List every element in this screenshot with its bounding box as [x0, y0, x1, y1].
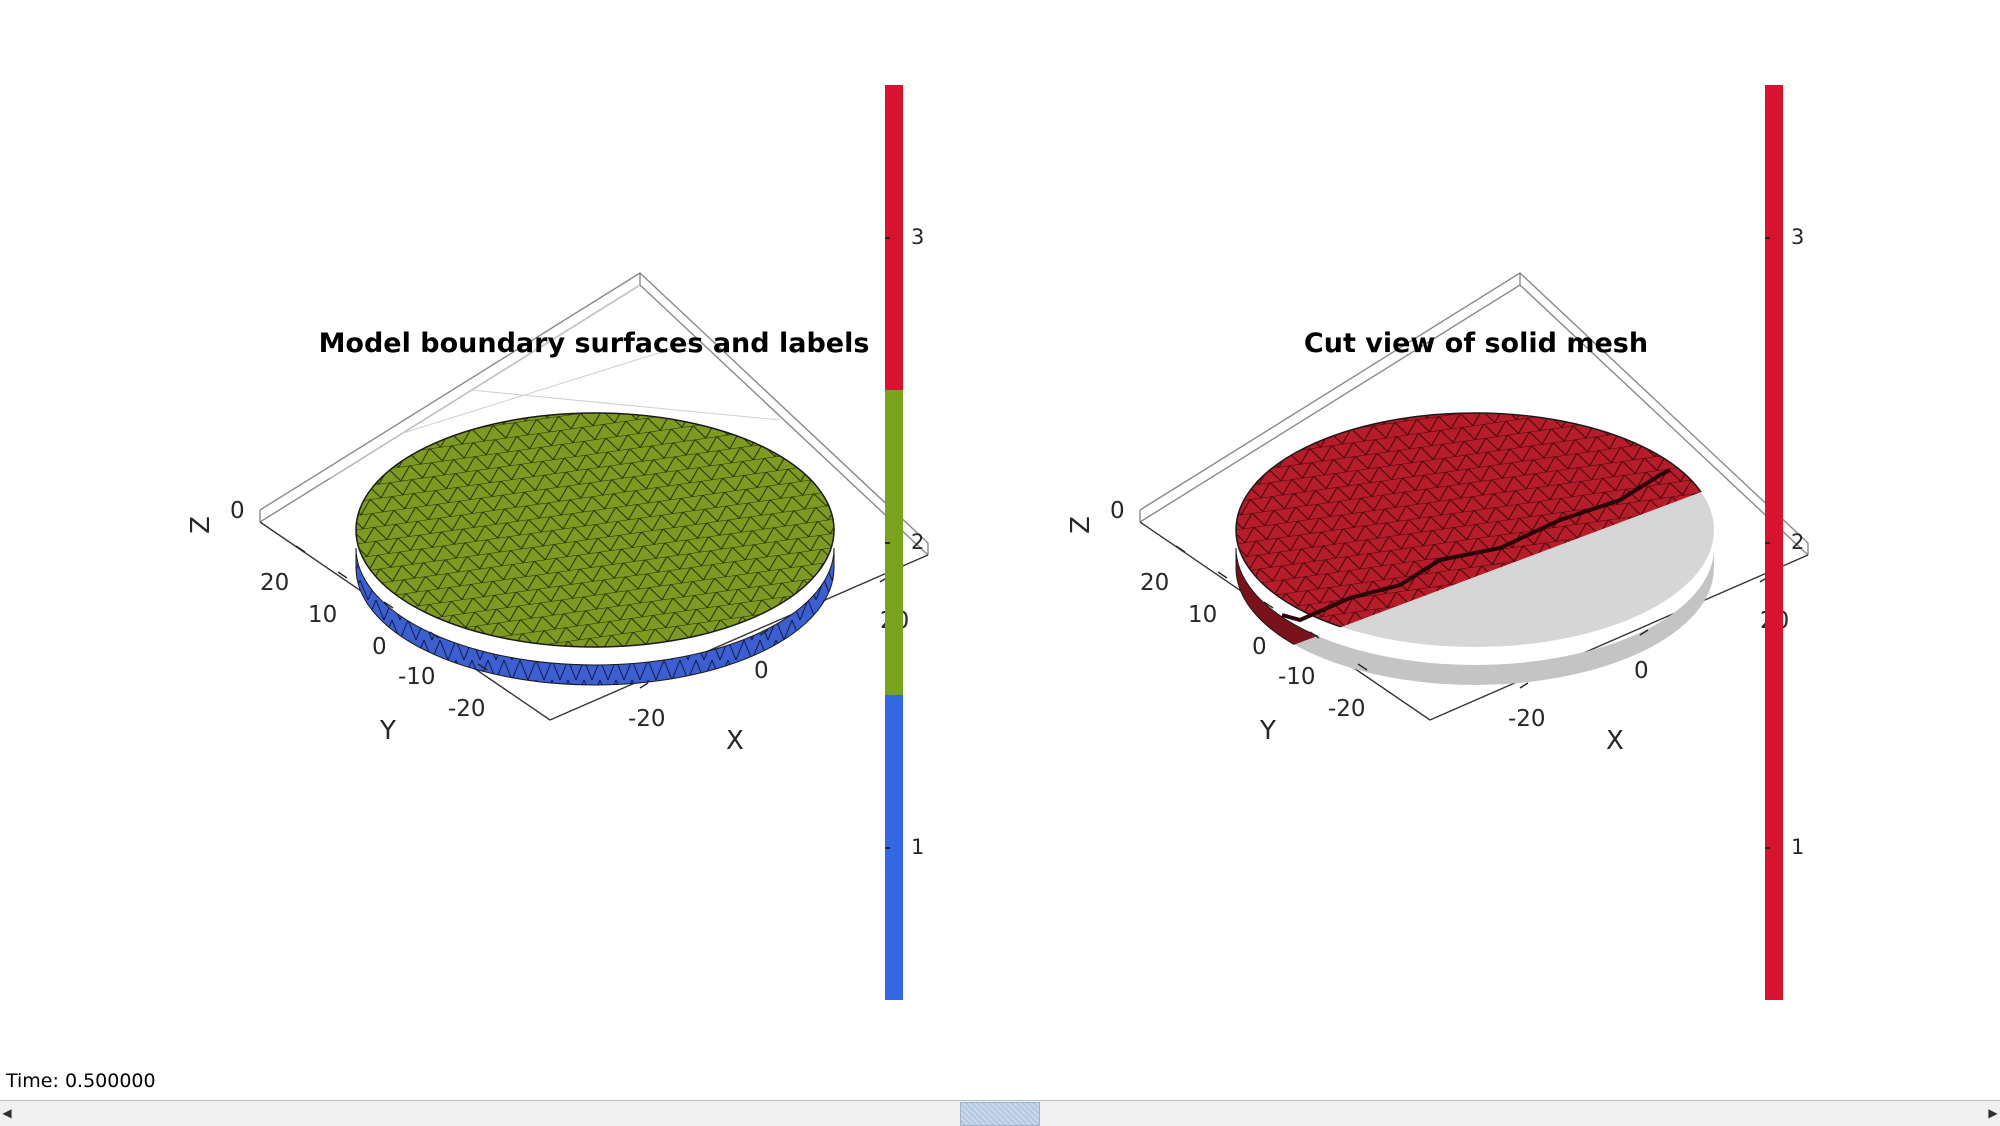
z-axis-label: Z	[1065, 516, 1096, 534]
y-tick-neg20: -20	[448, 696, 486, 722]
y-tick-neg20: -20	[1328, 696, 1366, 722]
y-tick-0: 0	[372, 634, 387, 660]
right-axes-plot	[1139, 272, 1809, 721]
right-colorbar: 3 2 1	[1765, 85, 1804, 1000]
y-tick-10: 10	[1188, 602, 1218, 628]
y-tick-20: 20	[260, 570, 290, 596]
colorbar-tick-3: 3	[1791, 225, 1805, 249]
scrollbar-thumb[interactable]	[960, 1102, 1040, 1126]
colorbar-tick-2: 2	[1791, 530, 1805, 554]
z-tick-0: 0	[1110, 498, 1125, 524]
x-tick-0: 0	[1634, 658, 1649, 684]
ghost-disk-side	[1236, 548, 1714, 685]
disk-top-surface	[355, 412, 835, 648]
colorbar-tick-1: 1	[1791, 835, 1805, 859]
y-tick-neg10: -10	[1278, 664, 1316, 690]
colorbar-segment-2	[1765, 390, 1783, 695]
z-axis-label: Z	[185, 516, 216, 534]
y-axis-label: Y	[1260, 716, 1276, 746]
y-tick-neg10: -10	[398, 664, 436, 690]
left-axes-title: Model boundary surfaces and labels	[318, 328, 870, 359]
colorbar-segment-1	[885, 695, 903, 1000]
scroll-left-arrow-icon[interactable]: ◀	[0, 1101, 14, 1125]
disk-side-surface	[355, 547, 835, 686]
x-tick-neg20: -20	[628, 706, 666, 732]
y-tick-20: 20	[1140, 570, 1170, 596]
left-axes-panel: Model boundary surfaces and labels 0 Z 2…	[0, 0, 1000, 1090]
colorbar-tick-2: 2	[911, 530, 925, 554]
colorbar-segment-2	[885, 390, 903, 695]
time-scrollbar[interactable]: ◀ ▶	[0, 1100, 2000, 1126]
colorbar-segment-3	[885, 85, 903, 390]
scroll-right-arrow-icon[interactable]: ▶	[1986, 1101, 2000, 1125]
x-axis-label: X	[1606, 726, 1624, 756]
z-tick-0: 0	[230, 498, 245, 524]
left-axes-plot	[259, 272, 929, 721]
x-tick-neg20: -20	[1508, 706, 1546, 732]
time-label: Time: 0.500000	[6, 1070, 156, 1092]
right-axes-title: Cut view of solid mesh	[1303, 328, 1649, 359]
left-colorbar: 3 2 1	[885, 85, 924, 1000]
y-axis-label: Y	[380, 716, 396, 746]
colorbar-segment-1	[1765, 695, 1783, 1000]
x-axis-label: X	[726, 726, 744, 756]
colorbar-tick-1: 1	[911, 835, 925, 859]
y-tick-0: 0	[1252, 634, 1267, 660]
colorbar-tick-3: 3	[911, 225, 925, 249]
colorbar-segment-3	[1765, 85, 1783, 390]
right-axes-panel: Cut view of solid mesh 0 Z 20 10 0 -10 -…	[880, 0, 2000, 1090]
grid-lines	[329, 284, 781, 479]
x-tick-0: 0	[754, 658, 769, 684]
y-tick-10: 10	[308, 602, 338, 628]
